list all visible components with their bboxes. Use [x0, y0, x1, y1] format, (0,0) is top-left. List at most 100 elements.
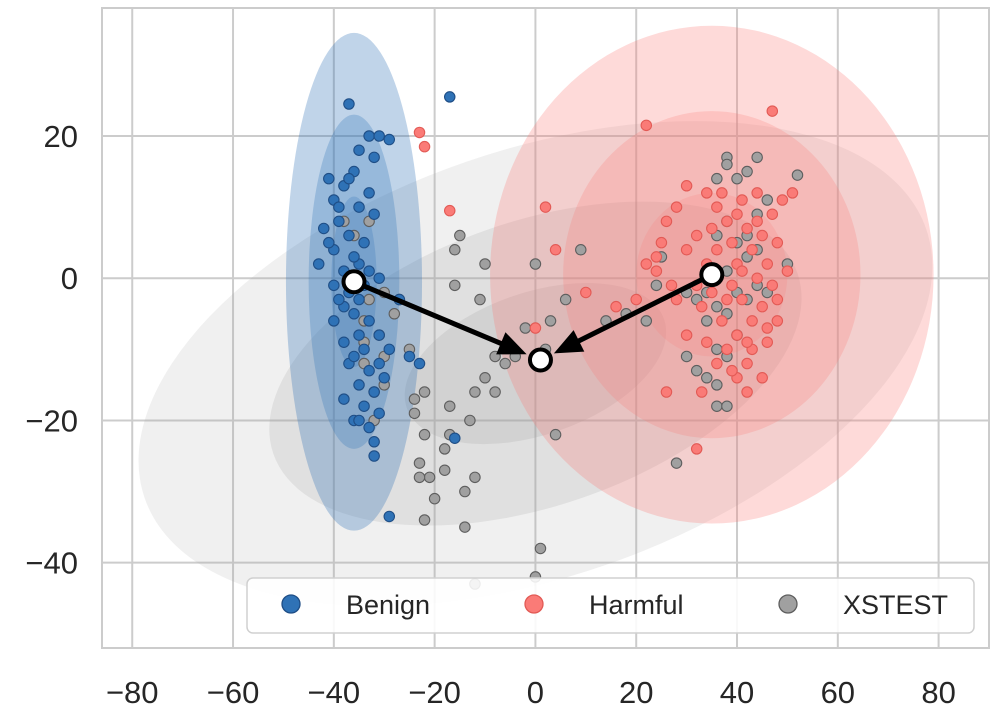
harmful-point — [766, 279, 779, 292]
harmful-to-xstest-arrow — [553, 277, 703, 354]
harmful-point — [413, 126, 426, 139]
xstest-point — [711, 400, 723, 412]
benign-point — [413, 357, 426, 370]
xstest-point — [751, 151, 763, 164]
xstest-point — [454, 229, 466, 242]
benign-point — [449, 432, 461, 444]
legend-marker-harmful — [524, 594, 544, 614]
y-axis-ticks: −40 −20 0 20 — [25, 119, 78, 581]
xstest-point — [459, 485, 471, 498]
xstest-centroid — [527, 347, 553, 373]
harmful-point — [665, 279, 678, 292]
xstest-point — [413, 457, 426, 469]
harmful-point — [766, 208, 779, 220]
harmful-point — [539, 201, 552, 213]
benign-point — [368, 151, 380, 164]
benign-point — [358, 236, 370, 249]
benign-point — [363, 421, 375, 434]
benign-point — [373, 130, 385, 142]
benign-point — [363, 130, 375, 142]
harmful-point — [580, 286, 592, 299]
benign-point — [353, 293, 365, 306]
xstest-point — [690, 364, 703, 377]
xstest-point — [519, 322, 532, 334]
xstest-point — [680, 350, 693, 363]
arrow-head — [553, 330, 585, 354]
benign-point — [368, 386, 380, 398]
xstest-point — [544, 315, 557, 327]
benign-point — [343, 98, 355, 110]
xstest-point — [479, 372, 491, 384]
benign-point — [368, 436, 380, 448]
benign-point — [373, 357, 385, 370]
harmful-point — [630, 293, 642, 306]
harmful-point — [771, 293, 784, 306]
harmful-point — [726, 364, 738, 377]
x-tick-label: −60 — [207, 675, 260, 710]
xstest-point — [418, 428, 431, 441]
xstest-point — [761, 194, 773, 206]
legend-label-harmful: Harmful — [589, 590, 684, 620]
harmful-point — [736, 194, 748, 206]
centroids — [341, 262, 725, 373]
harmful-point — [701, 336, 713, 348]
x-tick-label: 80 — [921, 675, 955, 710]
benign-point — [443, 91, 456, 103]
x-tick-label: 20 — [619, 675, 653, 710]
harmful-point — [756, 229, 768, 242]
harmful-point — [761, 336, 773, 348]
xstest-point — [418, 514, 431, 526]
benign-to-xstest-arrow — [364, 284, 527, 355]
legend: Benign Harmful XSTEST — [246, 577, 975, 634]
benign-point — [323, 172, 335, 185]
benign-point — [338, 336, 350, 348]
xstest-point — [464, 414, 476, 427]
xstest-point — [489, 386, 501, 398]
xstest-point — [711, 172, 723, 185]
benign-point — [383, 510, 396, 523]
x-tick-label: 60 — [821, 675, 855, 710]
xstest-point — [428, 492, 441, 505]
harmful-centroid — [699, 262, 725, 288]
arrow-head — [496, 332, 527, 355]
benign-point — [368, 450, 380, 462]
harmful-point — [741, 222, 753, 235]
benign-point — [353, 201, 365, 213]
benign-point — [358, 400, 370, 412]
xstest-point — [438, 443, 451, 455]
xstest-point — [408, 393, 421, 405]
harmful-point — [741, 357, 753, 370]
benign-point — [333, 293, 345, 306]
xstest-point — [469, 471, 481, 484]
harmful-point — [695, 300, 708, 313]
harmful-point — [711, 244, 723, 256]
harmful-point — [756, 300, 768, 313]
harmful-point — [418, 140, 431, 153]
harmful-point — [650, 251, 663, 263]
xstest-point — [670, 457, 683, 469]
harmful-point — [746, 315, 758, 327]
xstest-point — [469, 386, 481, 398]
y-tick-label: 0 — [61, 261, 78, 296]
harmful-point — [706, 286, 718, 299]
xstest-point — [711, 343, 723, 356]
x-tick-label: 0 — [527, 675, 544, 710]
harmful-point — [529, 322, 542, 334]
xstest-point — [721, 400, 733, 412]
benign-point — [317, 222, 330, 235]
xstest-point — [711, 300, 723, 313]
harmful-point — [751, 187, 763, 199]
harmful-point — [716, 187, 728, 199]
benign-point — [363, 315, 375, 327]
harmful-point — [776, 194, 789, 206]
plot-frame — [101, 7, 990, 649]
xstest-point — [534, 542, 547, 555]
x-axis-ticks: −80 −60 −40 −20 0 20 40 60 80 — [106, 675, 956, 710]
harmful-point — [751, 215, 763, 228]
benign-point — [328, 315, 340, 327]
harmful-point — [726, 236, 738, 249]
benign-point — [343, 172, 355, 185]
x-tick-label: −20 — [408, 675, 461, 710]
xstest-point — [721, 158, 733, 171]
